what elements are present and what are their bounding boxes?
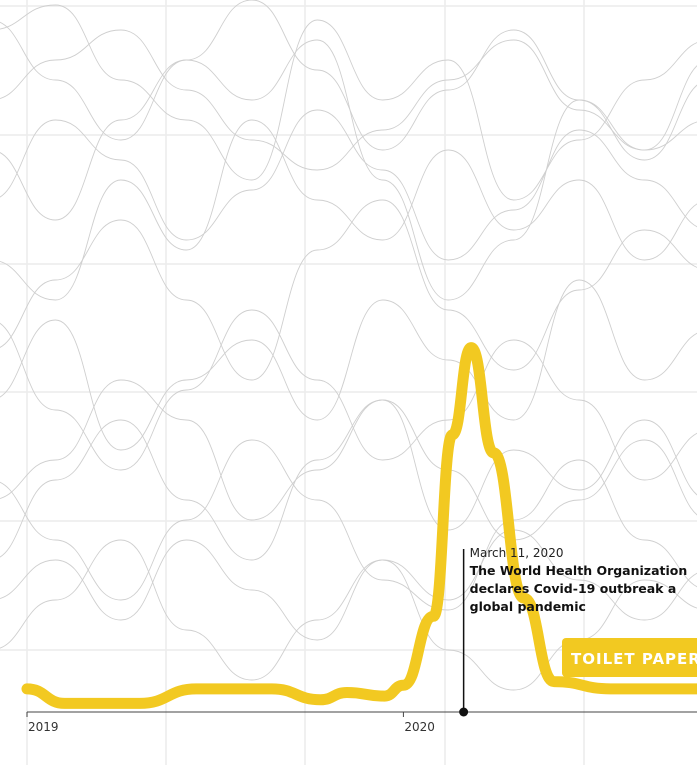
x-axis-ticks: 2019 2020 <box>26 712 435 734</box>
background-series-line <box>0 39 697 301</box>
x-axis-tick-label: 2019 <box>28 720 59 734</box>
annotation-date: March 11, 2020 <box>470 546 564 560</box>
series-label: TOILET PAPER <box>571 650 697 668</box>
background-series-line <box>0 109 697 261</box>
series-label-badge: TOILET PAPER <box>562 638 697 677</box>
annotation-text-line: declares Covid-19 outbreak a <box>470 581 677 596</box>
annotation-text-line: The World Health Organization <box>470 563 688 578</box>
background-series-line <box>0 0 697 161</box>
background-series-line <box>0 379 697 531</box>
toilet-paper-series-line <box>21 342 697 709</box>
background-series-line <box>0 439 697 611</box>
annotation-marker-dot <box>459 707 469 717</box>
background-series-line <box>0 309 697 481</box>
series-label-background <box>562 638 697 677</box>
x-axis-tick-label: 2020 <box>404 720 435 734</box>
pandemic-annotation: March 11, 2020 The World Health Organiza… <box>459 546 687 717</box>
background-series-line <box>0 199 697 381</box>
background-series-line <box>0 529 697 641</box>
background-series-line <box>0 279 697 451</box>
background-series-line <box>0 29 697 171</box>
background-series-line <box>0 119 697 301</box>
background-series-line <box>0 399 697 561</box>
background-series-line <box>0 4 697 201</box>
annotation-text-line: global pandemic <box>470 599 586 614</box>
